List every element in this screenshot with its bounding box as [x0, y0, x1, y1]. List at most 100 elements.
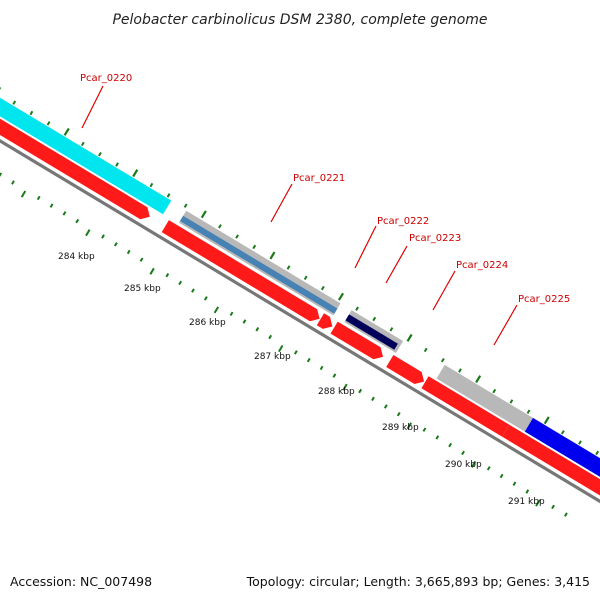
tick-mark — [0, 172, 3, 177]
tick-mark — [29, 110, 34, 116]
tick-mark — [12, 100, 17, 105]
tick-mark — [461, 450, 465, 456]
map-title: Pelobacter carbinolicus DSM 2380, comple… — [112, 12, 487, 28]
tick-mark — [486, 466, 491, 471]
gene-callout-line — [81, 85, 104, 129]
tick-mark — [560, 430, 565, 435]
tick-mark — [218, 224, 222, 229]
tick-mark — [509, 399, 514, 404]
gene-label: Pcar_0224 — [456, 260, 508, 271]
tick-mark — [269, 251, 276, 260]
tick-mark — [499, 473, 504, 479]
tick-mark — [255, 327, 260, 332]
tick-mark — [578, 440, 582, 445]
tick-mark — [200, 210, 207, 219]
cds-arrow — [0, 118, 150, 220]
tick-mark — [98, 151, 102, 157]
gene-label: Pcar_0225 — [518, 294, 570, 305]
tick-mark — [178, 280, 183, 286]
kbp-label: 286 kbp — [189, 318, 226, 328]
tick-mark — [165, 272, 170, 278]
tick-mark — [396, 411, 401, 417]
gene-band-gray — [436, 364, 533, 432]
tick-mark — [406, 333, 413, 342]
cds-arrow — [161, 220, 320, 322]
tick-mark — [358, 388, 363, 394]
tick-mark — [342, 383, 348, 391]
kbp-label: 289 kbp — [382, 423, 419, 433]
kbp-label: 284 kbp — [58, 252, 95, 262]
tick-mark — [63, 127, 70, 136]
tick-mark — [242, 319, 247, 324]
kbp-label: 287 kbp — [254, 352, 291, 362]
tick-mark — [126, 249, 131, 255]
tick-mark — [278, 344, 284, 353]
tick-mark — [595, 450, 600, 456]
tick-mark — [372, 316, 377, 322]
tick-mark — [20, 190, 27, 198]
genome-backbone-line — [0, 138, 600, 504]
tick-mark — [337, 292, 345, 301]
tick-layer — [0, 87, 600, 517]
feature-layer — [0, 97, 600, 496]
tick-mark — [492, 388, 497, 394]
tick-mark — [132, 169, 139, 178]
cds-arrow — [316, 313, 333, 329]
tick-mark — [435, 435, 440, 440]
tick-mark — [113, 242, 118, 247]
gene-label: Pcar_0223 — [409, 233, 461, 244]
cds-arrow — [386, 355, 425, 384]
tick-mark — [62, 211, 67, 216]
tick-mark — [543, 416, 550, 425]
tick-mark — [422, 427, 427, 432]
accession-text: Accession: NC_007498 — [10, 574, 153, 589]
kbp-label-layer: 284 kbp 285 kbp 286 kbp 287 kbp 288 kbp 289 k… — [58, 252, 545, 507]
gene-label: Pcar_0222 — [377, 216, 429, 227]
tick-mark — [183, 203, 188, 208]
tick-mark — [49, 203, 54, 208]
tick-mark — [286, 265, 291, 270]
tick-mark — [36, 195, 41, 201]
gene-band-navy — [345, 314, 398, 350]
tick-mark — [319, 365, 324, 371]
gene-callout-line — [385, 245, 408, 284]
tick-mark — [191, 288, 195, 293]
gene-label: Pcar_0220 — [80, 73, 132, 84]
kbp-label: 288 kbp — [318, 387, 355, 397]
tick-mark — [166, 193, 171, 198]
gene-callout-line — [270, 183, 293, 223]
tick-mark — [320, 285, 325, 291]
tick-mark — [423, 347, 428, 353]
gene-callout-line — [432, 270, 456, 311]
cds-arrow — [330, 321, 383, 360]
kbp-label: 291 kbp — [508, 497, 545, 507]
tick-mark — [551, 504, 555, 510]
tick-mark — [149, 267, 155, 275]
tick-mark — [332, 373, 337, 378]
gene-label: Pcar_0221 — [293, 173, 345, 184]
tick-mark — [115, 162, 119, 167]
gene-callout-line — [354, 225, 377, 269]
tick-mark — [268, 334, 273, 340]
tick-mark — [229, 311, 234, 317]
tick-mark — [470, 460, 477, 468]
tick-mark — [101, 234, 105, 239]
gene-band-cyan — [0, 97, 172, 215]
cds-band — [421, 376, 510, 437]
tick-mark — [46, 121, 51, 126]
gene-callout-line — [493, 304, 518, 346]
tick-mark — [535, 499, 541, 507]
cds-band — [502, 424, 600, 496]
tick-mark — [293, 350, 298, 355]
tick-mark — [203, 296, 208, 301]
tick-mark — [525, 489, 530, 494]
tick-mark — [139, 257, 144, 262]
tick-mark — [306, 357, 311, 363]
tick-mark — [406, 422, 412, 430]
tick-mark — [11, 180, 15, 185]
tick-mark — [235, 234, 239, 239]
gene-band-blue — [524, 417, 600, 477]
tick-mark — [213, 306, 220, 314]
tick-mark — [512, 481, 517, 487]
